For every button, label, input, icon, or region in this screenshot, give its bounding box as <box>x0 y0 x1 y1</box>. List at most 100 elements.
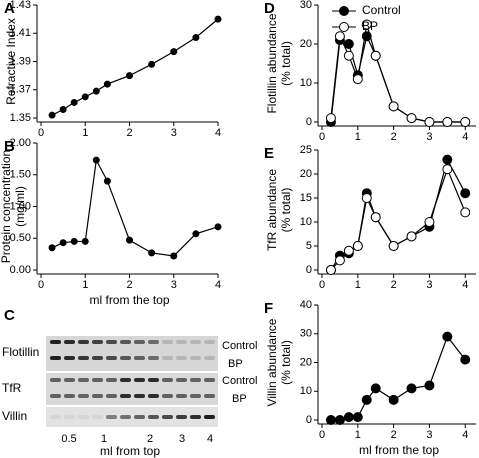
y-tick-label: 2.00 <box>10 137 31 149</box>
data-point <box>334 31 345 42</box>
blot-strip <box>46 407 218 427</box>
y-axis-label: (% total) <box>279 41 293 86</box>
data-point <box>370 383 381 394</box>
data-point <box>192 230 200 238</box>
x-tick-label: 2 <box>126 279 132 291</box>
y-axis-label: (% total) <box>279 188 293 233</box>
y-tick-label: 1.00 <box>10 200 31 212</box>
data-point <box>170 48 178 56</box>
data-point <box>352 412 363 423</box>
blot-band <box>148 394 159 398</box>
y-tick-label: 20 <box>300 356 312 368</box>
panel-letter: F <box>264 300 273 317</box>
blot-band <box>176 378 187 382</box>
blot-band <box>50 415 61 419</box>
blot-band <box>106 394 117 398</box>
x-tick-label: 1 <box>82 279 88 291</box>
y-tick-label: 20 <box>300 168 312 180</box>
blot-band <box>92 356 103 360</box>
x-axis-label: ml from the top <box>89 293 169 307</box>
data-point <box>424 380 435 391</box>
data-point <box>59 239 67 247</box>
blot-band <box>204 394 215 398</box>
blot-band <box>78 340 89 344</box>
blot-band <box>134 340 145 344</box>
data-point <box>388 394 399 405</box>
blot-lane-label: 1 <box>101 433 107 445</box>
data-point <box>406 113 417 124</box>
y-tick-label: 1.35 <box>10 112 31 124</box>
blot-band <box>162 415 173 419</box>
blot-band <box>148 378 159 382</box>
y-axis-label: Flotillin abundance <box>265 13 279 113</box>
y-axis-label: Villin abundance <box>265 318 279 406</box>
x-tick-label: 3 <box>426 279 432 291</box>
x-tick-label: 1 <box>82 127 88 139</box>
blot-band <box>204 378 215 382</box>
data-point <box>460 354 471 365</box>
data-point <box>352 241 363 251</box>
x-tick-label: 0 <box>38 279 44 291</box>
x-tick-label: 2 <box>391 429 397 441</box>
data-point <box>343 39 354 49</box>
x-tick-label: 1 <box>355 279 361 291</box>
blot-band <box>176 415 187 419</box>
x-tick-label: 3 <box>171 127 177 139</box>
panel-letter: D <box>264 0 275 17</box>
blot-condition: BP <box>228 358 243 370</box>
x-tick-label: 2 <box>391 131 397 143</box>
data-point <box>81 93 89 101</box>
data-point <box>343 245 354 256</box>
legend-label: Control <box>362 3 401 17</box>
x-tick-label: 4 <box>462 279 468 291</box>
blot-condition: Control <box>222 340 257 352</box>
y-tick-label: 1.41 <box>10 27 31 39</box>
data-point <box>343 412 354 423</box>
data-point <box>103 177 111 185</box>
blot-band <box>134 415 145 419</box>
y-tick-label: 10 <box>300 77 312 89</box>
data-point <box>370 50 381 61</box>
blot-band <box>120 415 131 419</box>
blot-condition: BP <box>232 393 247 405</box>
data-point <box>48 244 56 252</box>
data-point <box>214 223 222 231</box>
data-point <box>126 72 133 80</box>
panel-letter: E <box>264 145 274 162</box>
y-tick-label: 30 <box>300 0 312 11</box>
y-tick-label: 0 <box>306 414 312 426</box>
x-tick-label: 4 <box>462 429 468 441</box>
data-point <box>361 394 372 405</box>
y-tick-label: 1.37 <box>10 84 31 96</box>
y-tick-label: 0 <box>306 264 312 276</box>
panel-letter: A <box>4 0 15 17</box>
y-tick-label: 30 <box>300 328 312 340</box>
data-point <box>460 117 471 127</box>
data-point <box>388 101 399 112</box>
x-tick-label: 3 <box>426 429 432 441</box>
y-axis-label: (mg/ml) <box>13 186 27 227</box>
x-axis-label: ml from the top <box>359 443 439 457</box>
y-axis-label: Refractive Index <box>4 18 18 105</box>
x-tick-label: 4 <box>462 131 468 143</box>
blot-lane-label: 0.5 <box>61 433 76 445</box>
data-point <box>92 156 100 164</box>
blot-band <box>148 340 159 344</box>
blot-row-label: TfR <box>2 381 22 395</box>
x-tick-label: 1 <box>355 131 361 143</box>
y-tick-label: 0.00 <box>10 264 31 276</box>
blot-condition: Control <box>222 375 257 387</box>
data-point <box>424 217 435 227</box>
blot-band <box>204 415 215 419</box>
data-point <box>334 255 345 266</box>
blot-band <box>92 394 103 398</box>
blot-band <box>134 356 145 360</box>
data-point <box>352 74 363 85</box>
x-tick-label: 0 <box>319 429 325 441</box>
y-axis-label: (% total) <box>279 340 293 385</box>
blot-band <box>190 356 201 360</box>
data-point <box>442 331 453 342</box>
blot-band <box>50 340 61 344</box>
blot-band <box>78 378 89 382</box>
blot-band <box>50 394 61 398</box>
